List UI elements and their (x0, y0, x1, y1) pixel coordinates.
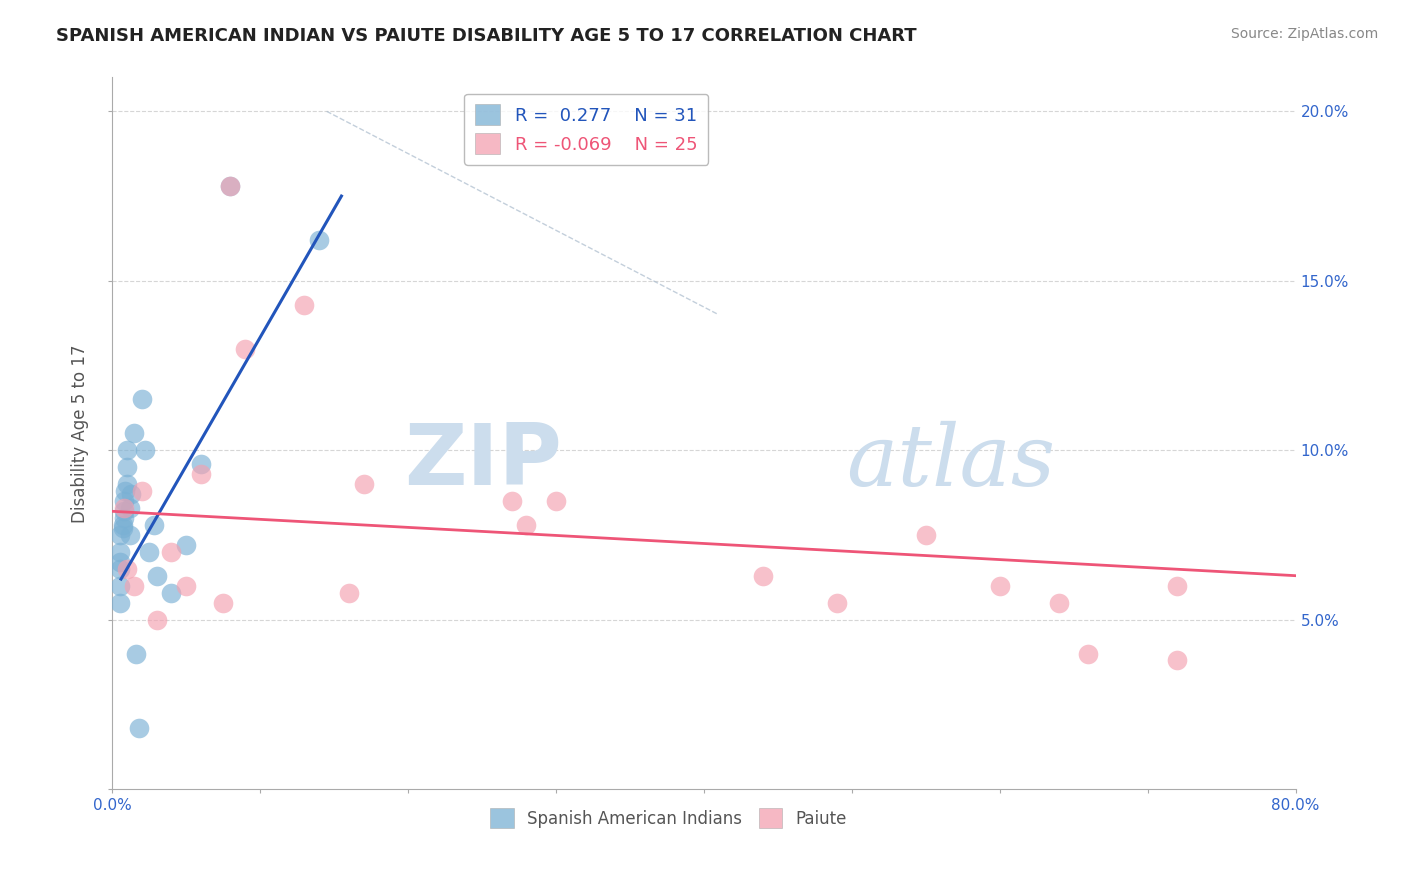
Point (353, 477, 375, 491)
Point (108, 555, 131, 569)
Y-axis label: Disability Age 5 to 17: Disability Age 5 to 17 (72, 344, 89, 523)
Point (190, 467, 212, 481)
Point (515, 517, 537, 532)
Point (160, 585, 183, 599)
Point (118, 528, 141, 542)
Point (825, 596, 848, 610)
Point (190, 457, 212, 471)
Point (138, 545, 160, 559)
Point (118, 500, 141, 515)
Point (145, 568, 167, 582)
Text: ZIP: ZIP (404, 420, 562, 503)
Point (160, 545, 183, 559)
Point (128, 721, 150, 735)
Text: Source: ZipAtlas.com: Source: ZipAtlas.com (1230, 27, 1378, 41)
Point (112, 504, 135, 518)
Point (294, 297, 316, 311)
Point (111, 517, 134, 532)
Point (108, 562, 131, 576)
Point (115, 477, 138, 491)
Point (308, 233, 330, 247)
Point (212, 596, 235, 610)
Point (219, 178, 242, 193)
Point (233, 342, 256, 356)
Point (1166, 653, 1188, 667)
Point (124, 426, 146, 441)
Point (174, 579, 197, 593)
Point (134, 443, 156, 458)
Point (112, 500, 135, 515)
Point (988, 579, 1011, 593)
Point (115, 460, 138, 475)
Point (174, 538, 197, 552)
Point (1047, 596, 1070, 610)
Point (108, 596, 131, 610)
Point (108, 528, 131, 542)
Text: SPANISH AMERICAN INDIAN VS PAIUTE DISABILITY AGE 5 TO 17 CORRELATION CHART: SPANISH AMERICAN INDIAN VS PAIUTE DISABI… (56, 27, 917, 45)
Point (114, 483, 136, 498)
Point (219, 178, 242, 193)
Point (124, 579, 146, 593)
Point (131, 392, 153, 407)
Point (131, 483, 153, 498)
Point (544, 494, 567, 508)
Point (914, 528, 936, 542)
Point (501, 494, 523, 508)
Point (337, 585, 360, 599)
Point (752, 568, 775, 582)
Point (1077, 647, 1099, 661)
Point (112, 494, 135, 508)
Point (125, 647, 148, 661)
Point (120, 487, 142, 501)
Point (115, 443, 138, 458)
Point (111, 521, 134, 535)
Point (142, 517, 165, 532)
Point (108, 579, 131, 593)
Legend: Spanish American Indians, Paiute: Spanish American Indians, Paiute (484, 802, 853, 834)
Point (112, 511, 135, 525)
Point (115, 562, 138, 576)
Point (108, 545, 131, 559)
Point (1166, 579, 1188, 593)
Text: atlas: atlas (846, 420, 1054, 503)
Point (145, 613, 167, 627)
